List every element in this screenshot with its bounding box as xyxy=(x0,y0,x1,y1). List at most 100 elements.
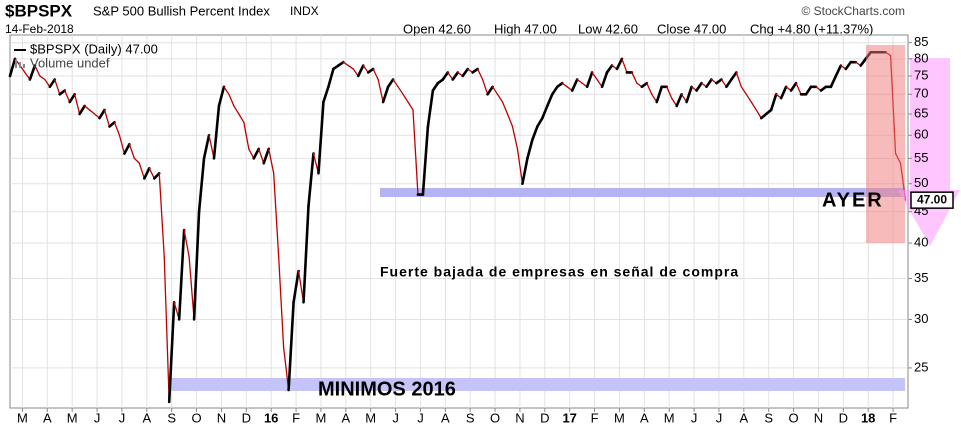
line-segment xyxy=(576,78,583,84)
x-tick-label: S xyxy=(167,410,176,425)
exchange: INDX xyxy=(290,4,319,18)
line-segment xyxy=(163,255,170,403)
open: Open 42.60 xyxy=(403,21,471,36)
line-segment xyxy=(44,78,51,88)
line-segment xyxy=(600,71,609,89)
line-segment xyxy=(138,162,145,180)
highlight-box xyxy=(866,45,905,243)
line-segment xyxy=(695,81,703,92)
line-segment xyxy=(397,86,404,95)
line-segment xyxy=(362,64,369,74)
line-segment xyxy=(521,157,529,186)
x-tick-label: N xyxy=(814,410,823,425)
line-segment xyxy=(426,89,435,128)
line-segment xyxy=(258,148,265,164)
high: High 47.00 xyxy=(494,21,557,36)
line-segment xyxy=(48,78,57,89)
line-segment xyxy=(273,172,280,258)
x-tick-label: F xyxy=(591,410,599,425)
line-segment xyxy=(278,255,285,349)
x-tick-label: A xyxy=(43,410,52,425)
line-segment xyxy=(287,301,295,392)
line-segment xyxy=(501,101,509,115)
line-segment xyxy=(83,105,91,111)
line-segment xyxy=(327,67,335,89)
y-tick-label: 40 xyxy=(914,234,928,249)
line-segment xyxy=(372,68,379,81)
y-tick-label: 70 xyxy=(914,86,928,101)
legend-label: $BPSPX (Daily) 47.00 xyxy=(30,41,158,56)
line-segment xyxy=(68,92,76,104)
line-segment xyxy=(248,148,255,160)
line-segment xyxy=(188,255,195,321)
y-tick-label: 75 xyxy=(914,67,928,82)
line-segment xyxy=(133,157,141,164)
line-segment xyxy=(268,148,275,174)
annotation: Fuerte bajada de empresas en señal de co… xyxy=(380,264,739,280)
x-tick-label: J xyxy=(392,410,399,425)
line-segment xyxy=(228,93,235,107)
line-segment xyxy=(39,75,46,81)
x-tick-label: J xyxy=(716,410,723,425)
line-segment xyxy=(621,58,628,74)
line-segment xyxy=(78,104,86,116)
line-segment xyxy=(143,166,151,180)
line-segment xyxy=(546,92,554,108)
x-tick-label: O xyxy=(789,410,799,425)
line-segment xyxy=(561,82,568,88)
x-tick-label: F xyxy=(889,410,897,425)
line-segment xyxy=(262,147,271,165)
line-segment xyxy=(118,134,126,155)
line-segment xyxy=(550,85,559,96)
line-segment xyxy=(615,57,624,71)
line-segment xyxy=(113,121,121,136)
line-segment xyxy=(98,108,106,120)
line-series xyxy=(8,50,907,404)
copyright: © StockCharts.com xyxy=(801,4,905,18)
line-segment xyxy=(197,157,206,214)
minimum-band xyxy=(170,378,905,391)
line-segment xyxy=(64,89,71,103)
x-tick-label: M xyxy=(664,410,675,425)
line-segment xyxy=(212,104,221,160)
line-segment xyxy=(158,172,165,258)
line-segment xyxy=(386,78,395,89)
date: 14-Feb-2018 xyxy=(5,22,74,36)
y-tick-label: 25 xyxy=(914,359,928,374)
x-tick-label: J xyxy=(417,410,424,425)
low: Low 42.60 xyxy=(578,21,638,36)
y-tick-label: 60 xyxy=(914,127,928,142)
line-segment xyxy=(685,85,693,104)
line-segment xyxy=(725,78,733,89)
support-band xyxy=(380,188,905,197)
close: Close 47.00 xyxy=(657,21,726,36)
last-value-label: 47.00 xyxy=(917,192,947,206)
line-segment xyxy=(631,71,638,84)
x-tick-label: M xyxy=(365,410,376,425)
line-segment xyxy=(183,229,190,258)
y-tick-label: 55 xyxy=(914,150,928,165)
line-segment xyxy=(202,133,211,160)
x-tick-label: D xyxy=(540,410,549,425)
line-segment xyxy=(531,125,539,142)
line-segment xyxy=(735,71,742,88)
line-segment xyxy=(88,109,96,115)
line-segment xyxy=(342,61,349,67)
line-segment xyxy=(795,82,802,95)
legend-label: Volume undef xyxy=(30,55,110,70)
x-tick-label: M xyxy=(316,410,327,425)
line-segment xyxy=(859,57,868,67)
line-segment xyxy=(486,85,494,96)
line-segment xyxy=(585,71,594,89)
line-segment xyxy=(307,152,315,208)
line-segment xyxy=(447,71,454,81)
line-segment xyxy=(347,64,354,70)
x-tick-label: N xyxy=(515,410,524,425)
line-segment xyxy=(34,64,41,77)
annotation: MINIMOS 2016 xyxy=(318,378,456,400)
line-segment xyxy=(536,116,544,128)
line-segment xyxy=(337,60,345,67)
